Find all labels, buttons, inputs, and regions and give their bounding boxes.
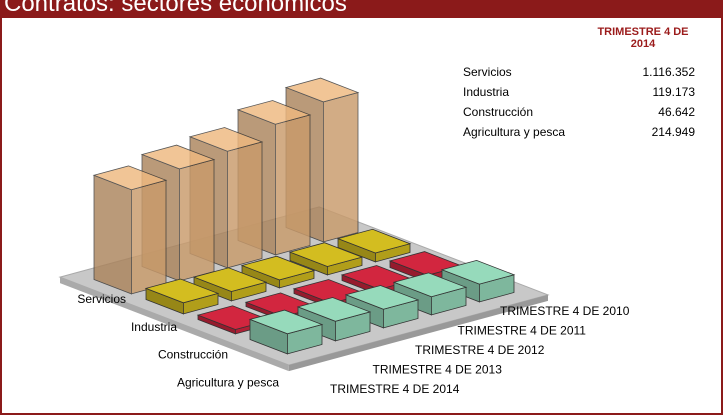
bar-top-face	[188, 127, 264, 152]
row-label: Construcción	[463, 105, 534, 119]
bar	[144, 278, 220, 315]
bar-front-face	[130, 179, 167, 295]
bar-top-face	[140, 144, 216, 170]
bar-front-face	[178, 158, 215, 282]
floor-edge	[60, 277, 289, 372]
row-value: 46.642	[658, 105, 695, 119]
bar-top-face	[344, 285, 420, 310]
series-label: TRIMESTRE 4 DE 2011	[458, 324, 587, 338]
table-row: Agricultura y pesca 214.949	[463, 122, 695, 142]
bar-top-face	[144, 278, 220, 304]
bar	[92, 165, 168, 295]
bar-top-face	[440, 259, 516, 285]
series-label: TRIMESTRE 4 DE 2012	[415, 343, 545, 357]
category-label: Industria	[131, 320, 177, 334]
bar-top-face	[248, 309, 324, 335]
table-row: Construcción 46.642	[463, 102, 695, 122]
bar	[192, 267, 268, 302]
series-label: TRIMESTRE 4 DE 2013	[373, 363, 503, 377]
data-table: TRIMESTRE 4 DE 2014 Servicios 1.116.352 Ind…	[463, 26, 695, 142]
chart-title: Contratos: sectores económicos	[4, 0, 347, 17]
bar-front-face	[226, 141, 263, 269]
bar	[240, 255, 316, 289]
row-label: Industria	[463, 85, 510, 99]
title-bar: Contratos: sectores económicos	[0, 0, 723, 18]
bar-top-face	[296, 297, 372, 322]
category-label: Agricultura y pesca	[177, 375, 279, 389]
bar	[288, 242, 364, 276]
table-header: TRIMESTRE 4 DE 2014	[597, 26, 689, 50]
row-value: 214.949	[651, 125, 695, 139]
bar	[248, 309, 324, 355]
floor-edge	[288, 294, 548, 372]
bar	[336, 228, 412, 263]
bar-top-face	[288, 242, 364, 267]
table-row: Industria 119.173	[463, 82, 695, 102]
bar-top-face	[392, 272, 468, 298]
bar-top-face	[336, 228, 412, 254]
bar	[392, 272, 468, 316]
bar-top-face	[240, 255, 316, 281]
row-value: 1.116.352	[642, 65, 696, 79]
bar-top-face	[284, 77, 360, 103]
series-label: TRIMESTRE 4 DE 2010	[500, 304, 630, 318]
bar-front-face	[322, 91, 359, 243]
table-row: Servicios 1.116.352	[463, 62, 695, 82]
row-label: Agricultura y pesca	[463, 125, 566, 139]
bar-top-face	[92, 165, 168, 191]
bar-top-face	[192, 267, 268, 292]
bar-top-face	[236, 100, 312, 125]
row-value: 119.173	[652, 85, 696, 99]
series-label: TRIMESTRE 4 DE 2014	[330, 382, 460, 396]
row-label: Servicios	[463, 65, 512, 79]
category-label: Servicios	[77, 292, 126, 306]
bar-left-face	[93, 174, 132, 295]
category-label: Construcción	[158, 348, 228, 362]
bar-front-face	[274, 114, 311, 256]
